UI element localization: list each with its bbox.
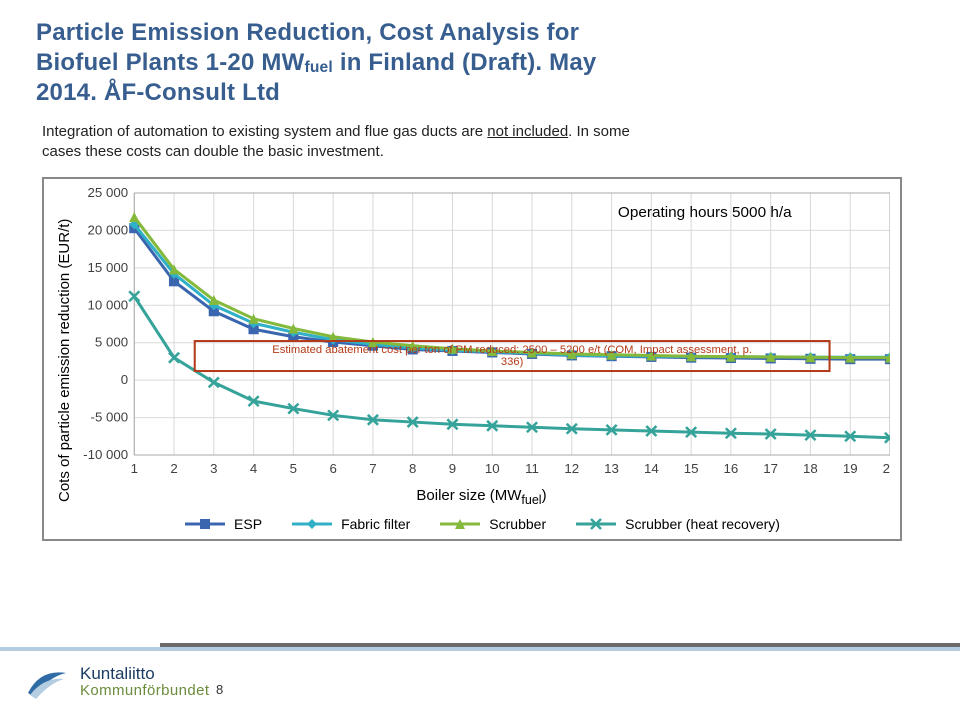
body-l3: cases these costs can double the basic i… [42,143,384,160]
svg-text:15 000: 15 000 [88,259,129,274]
legend-item: Scrubber (heat recovery) [574,515,780,533]
svg-text:10: 10 [485,461,500,476]
svg-text:11: 11 [525,461,539,476]
svg-text:5 000: 5 000 [95,334,128,349]
legend-label: Scrubber (heat recovery) [625,516,780,532]
title-line2a: Biofuel Plants 1-20 MW [36,49,304,76]
svg-text:2: 2 [170,461,177,476]
title-sub: fuel [304,59,333,76]
footer-brand1: Kuntaliitto [80,664,155,683]
svg-text:1: 1 [131,461,138,476]
legend-label: Fabric filter [341,516,410,532]
legend-item: ESP [183,515,262,533]
legend: ESP Fabric filter Scrubber Scrubber (heat r… [73,515,890,533]
svg-text:Operating hours 5000 h/a: Operating hours 5000 h/a [618,204,792,221]
svg-text:12: 12 [564,461,579,476]
legend-label: Scrubber [489,516,546,532]
svg-text:Estimated abatement cost per t: Estimated abatement cost per ton of PM r… [272,344,752,356]
xlabel-sub: fuel [521,493,541,507]
body-l2: . In some [568,123,630,140]
legend-item: Scrubber [438,515,546,533]
svg-text:4: 4 [250,461,257,476]
title-line1: Particle Emission Reduction, Cost Analys… [36,19,579,46]
svg-text:3: 3 [210,461,217,476]
legend-label: ESP [234,516,262,532]
y-axis-label: Cots of particle emission reduction (EUR… [54,187,73,533]
svg-text:9: 9 [449,461,456,476]
svg-text:10 000: 10 000 [88,297,129,312]
xlabel-suffix: ) [542,487,547,504]
title-line2c: in Finland (Draft). May [333,49,596,76]
plot-area: -10 000 -5 000 0 5 000 10 000 15 000 20 000 25 … [73,187,890,483]
page-number: 8 [216,682,223,697]
page-title: Particle Emission Reduction, Cost Analys… [36,18,924,108]
chart-container: Cots of particle emission reduction (EUR… [42,177,902,541]
chart-svg: -10 000 -5 000 0 5 000 10 000 15 000 20 000 25 … [73,187,890,483]
svg-text:25 000: 25 000 [88,187,129,200]
xlabel-a: Boiler size (MW [416,487,521,504]
x-axis-label: Boiler size (MWfuel) [73,487,890,507]
svg-text:6: 6 [329,461,336,476]
svg-text:0: 0 [121,372,128,387]
svg-text:20: 20 [883,461,890,476]
svg-text:-10 000: -10 000 [83,447,128,462]
footer-text: Kuntaliitto Kommunförbundet [80,665,209,699]
footer-logo-icon [24,663,70,701]
svg-text:19: 19 [843,461,858,476]
svg-text:16: 16 [724,461,739,476]
svg-text:14: 14 [644,461,659,476]
svg-text:18: 18 [803,461,818,476]
svg-text:336): 336) [501,356,524,368]
svg-text:8: 8 [409,461,416,476]
footer-brand2: Kommunförbundet [80,682,209,699]
body-text: Integration of automation to existing sy… [42,122,862,163]
svg-text:-5 000: -5 000 [91,409,129,424]
svg-text:13: 13 [604,461,619,476]
title-line3: 2014. ÅF-Consult Ltd [36,79,280,106]
divider [0,643,960,651]
footer: Kuntaliitto Kommunförbundet [24,663,209,701]
svg-text:15: 15 [684,461,699,476]
svg-text:5: 5 [290,461,297,476]
svg-text:17: 17 [763,461,778,476]
svg-text:7: 7 [369,461,376,476]
svg-text:20 000: 20 000 [88,222,129,237]
legend-item: Fabric filter [290,515,410,533]
body-underline: not included [487,123,568,140]
body-l1: Integration of automation to existing sy… [42,123,487,140]
